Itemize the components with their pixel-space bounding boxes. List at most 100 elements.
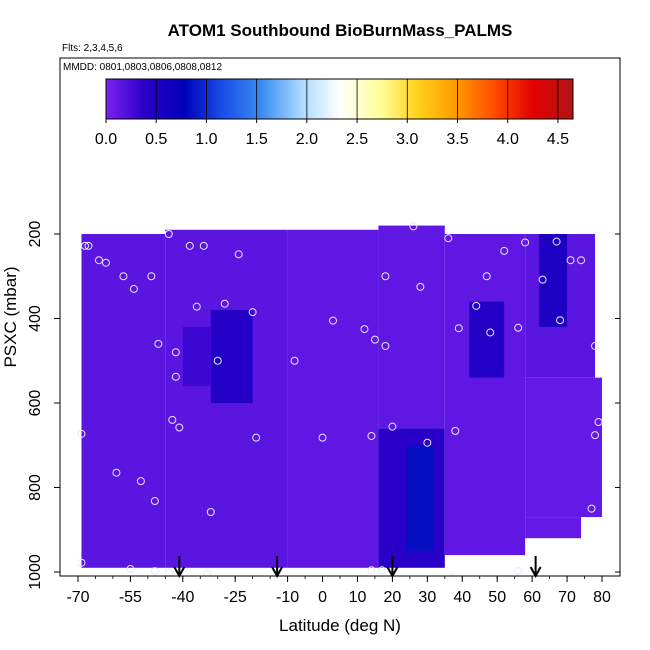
sample-point [367, 566, 376, 575]
sample-point [290, 356, 299, 365]
colorbar-tick-label: 1.0 [195, 131, 217, 148]
sample-point [577, 256, 586, 265]
sample-point [129, 284, 138, 293]
sample-point [416, 282, 425, 291]
sample-point [206, 508, 215, 517]
x-axis: -70 -55 -40 -25 -10 0 10 20 30 40 50 60 70 80 [66, 575, 611, 606]
sample-point [101, 258, 110, 267]
chart-title: ATOM1 Southbound BioBurnMass_PALMS [168, 21, 513, 40]
colorbar-ticks: 0.0 0.5 1.0 1.5 2.0 2.5 3.0 3.5 4.0 4.5 [95, 79, 569, 148]
sample-point [94, 256, 103, 265]
colorbar-tick-label: 3.0 [396, 131, 418, 148]
colorbar-tick-label: 0.5 [145, 131, 167, 148]
sample-point [136, 477, 145, 486]
y-tick-label: 600 [27, 390, 44, 417]
colorbar-tick-label: 1.5 [246, 131, 268, 148]
sample-point [168, 415, 177, 424]
sample-point [482, 272, 491, 281]
sample-point [514, 323, 523, 332]
sample-point [514, 567, 523, 576]
heatmap-cell [406, 445, 435, 551]
dates-note: MMDD: 0801,0803,0806,0808,0812 [63, 62, 222, 73]
y-axis-title: PSXC (mbar) [1, 266, 20, 367]
sample-point [360, 325, 369, 334]
y-tick-label: 200 [27, 221, 44, 248]
x-tick-label: 40 [453, 589, 471, 606]
colorbar-tick-label: 4.0 [497, 131, 519, 148]
sample-point [587, 504, 596, 513]
colorbar-tick-label: 2.0 [296, 131, 318, 148]
sample-point [486, 328, 495, 337]
sample-point [377, 566, 386, 575]
sample-point [591, 431, 600, 440]
sample-point [521, 238, 530, 247]
sample-point [112, 468, 121, 477]
sample-point [192, 302, 201, 311]
sample-point [77, 429, 86, 438]
heatmap-cell [539, 234, 568, 327]
y-tick-label: 400 [27, 305, 44, 332]
x-tick-label: 20 [384, 589, 402, 606]
sample-point [203, 569, 212, 576]
sample-point [164, 568, 173, 576]
sample-point [329, 316, 338, 325]
heatmap-cell [287, 229, 379, 568]
heatmap-field [81, 225, 602, 568]
sample-point [252, 433, 261, 442]
colorbar-tick-label: 2.5 [346, 131, 368, 148]
sample-point [556, 316, 565, 325]
sample-point [126, 565, 135, 574]
x-tick-label: -70 [66, 589, 89, 606]
sample-point [175, 423, 184, 432]
flights-note: Flts: 2,3,4,5,6 [62, 43, 123, 54]
heatmap-cell [182, 326, 211, 387]
heatmap-cell [81, 234, 166, 568]
x-tick-label: 60 [523, 589, 541, 606]
x-tick-label: 50 [488, 589, 506, 606]
sample-point [594, 418, 603, 427]
heatmap-cell [378, 225, 445, 429]
y-tick-label: 1000 [27, 554, 44, 590]
sample-point [423, 438, 432, 447]
sample-point [591, 341, 600, 350]
colorbar: 0.0 0.5 1.0 1.5 2.0 2.5 3.0 3.5 4.0 4.5 [95, 78, 574, 148]
sample-point [367, 431, 376, 440]
sample-points [77, 222, 603, 576]
sample-point [451, 426, 460, 435]
sample-point [381, 272, 390, 281]
sample-point [388, 422, 397, 431]
sample-point [171, 348, 180, 357]
sample-point [77, 558, 86, 567]
sample-point [147, 272, 156, 281]
sample-point [500, 246, 509, 255]
sample-point [409, 222, 418, 231]
sample-point [538, 275, 547, 284]
sample-point [150, 497, 159, 506]
colorbar-tick-label: 4.5 [547, 131, 569, 148]
sample-point [234, 250, 243, 259]
x-tick-label: -55 [119, 589, 142, 606]
sample-point [150, 567, 159, 576]
x-tick-label: 30 [418, 589, 436, 606]
y-tick-label: 800 [27, 474, 44, 501]
sample-point [248, 308, 257, 317]
x-tick-label: 80 [593, 589, 611, 606]
colorbar-tick-label: 3.5 [446, 131, 468, 148]
sample-point [472, 301, 481, 310]
sample-point [185, 241, 194, 250]
sample-point [171, 372, 180, 381]
x-tick-label: 10 [349, 589, 367, 606]
x-tick-label: 0 [318, 589, 327, 606]
sample-point [199, 241, 208, 250]
y-axis: 200 400 600 800 1000 [27, 221, 620, 590]
sample-point [80, 241, 89, 250]
heatmap-cell [469, 301, 505, 378]
heatmap-cell [525, 377, 602, 518]
sample-point [164, 230, 173, 238]
sample-point [448, 573, 456, 576]
heatmap-cell [210, 310, 253, 403]
x-axis-title: Latitude (deg N) [279, 616, 401, 635]
sample-point [119, 272, 128, 281]
sample-point [566, 256, 575, 265]
